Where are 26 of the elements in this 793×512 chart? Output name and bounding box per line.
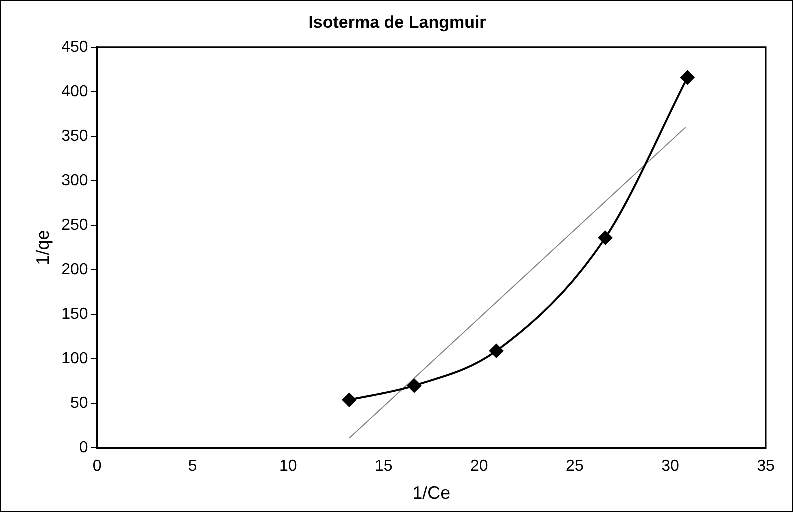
y-axis-title: 1/qe: [32, 230, 53, 266]
x-tick-label: 5: [188, 458, 198, 476]
y-tick-label: 100: [62, 350, 88, 368]
y-tick-label: 50: [70, 395, 88, 412]
x-tick-label: 0: [92, 458, 102, 476]
y-tick-label: 200: [62, 261, 88, 278]
x-tick-label: 10: [279, 458, 298, 476]
y-tick-label: 300: [62, 172, 88, 190]
chart-title: Isoterma de Langmuir: [308, 12, 487, 32]
x-tick-label: 25: [566, 458, 584, 476]
x-tick-label: 30: [662, 458, 680, 476]
y-tick-label: 250: [62, 216, 88, 234]
point: [680, 70, 695, 85]
y-tick-label: 0: [79, 440, 88, 457]
y-tick-label: 350: [62, 128, 88, 145]
y-tick-label: 150: [62, 306, 88, 324]
x-tick-label: 35: [757, 458, 775, 476]
point: [342, 393, 356, 408]
point: [598, 231, 613, 246]
y-tick-label: 450: [62, 38, 88, 56]
x-tick-label: 15: [374, 458, 393, 476]
x-axis-title: 1/Ce: [412, 483, 451, 504]
point: [490, 344, 504, 358]
x-tick-label: 20: [470, 458, 488, 476]
y-tick-label: 400: [62, 83, 88, 100]
point: [407, 378, 422, 393]
